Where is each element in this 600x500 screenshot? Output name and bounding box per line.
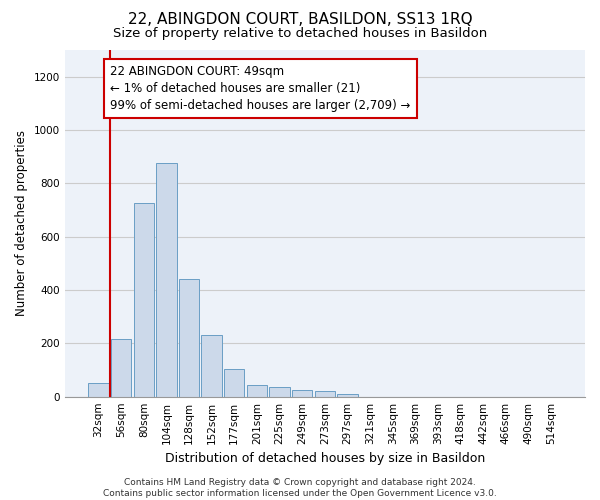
Text: Size of property relative to detached houses in Basildon: Size of property relative to detached ho… bbox=[113, 28, 487, 40]
Text: 22 ABINGDON COURT: 49sqm
← 1% of detached houses are smaller (21)
99% of semi-de: 22 ABINGDON COURT: 49sqm ← 1% of detache… bbox=[110, 64, 410, 112]
Bar bbox=[247, 384, 267, 396]
Bar bbox=[111, 340, 131, 396]
Y-axis label: Number of detached properties: Number of detached properties bbox=[15, 130, 28, 316]
Bar bbox=[202, 336, 222, 396]
Bar bbox=[134, 204, 154, 396]
Bar bbox=[88, 384, 109, 396]
Bar bbox=[156, 164, 176, 396]
Bar bbox=[269, 388, 290, 396]
Bar bbox=[292, 390, 313, 396]
Bar bbox=[314, 392, 335, 396]
Text: 22, ABINGDON COURT, BASILDON, SS13 1RQ: 22, ABINGDON COURT, BASILDON, SS13 1RQ bbox=[128, 12, 472, 28]
Bar bbox=[224, 368, 244, 396]
Bar bbox=[179, 280, 199, 396]
Bar bbox=[337, 394, 358, 396]
Text: Contains HM Land Registry data © Crown copyright and database right 2024.
Contai: Contains HM Land Registry data © Crown c… bbox=[103, 478, 497, 498]
X-axis label: Distribution of detached houses by size in Basildon: Distribution of detached houses by size … bbox=[165, 452, 485, 465]
